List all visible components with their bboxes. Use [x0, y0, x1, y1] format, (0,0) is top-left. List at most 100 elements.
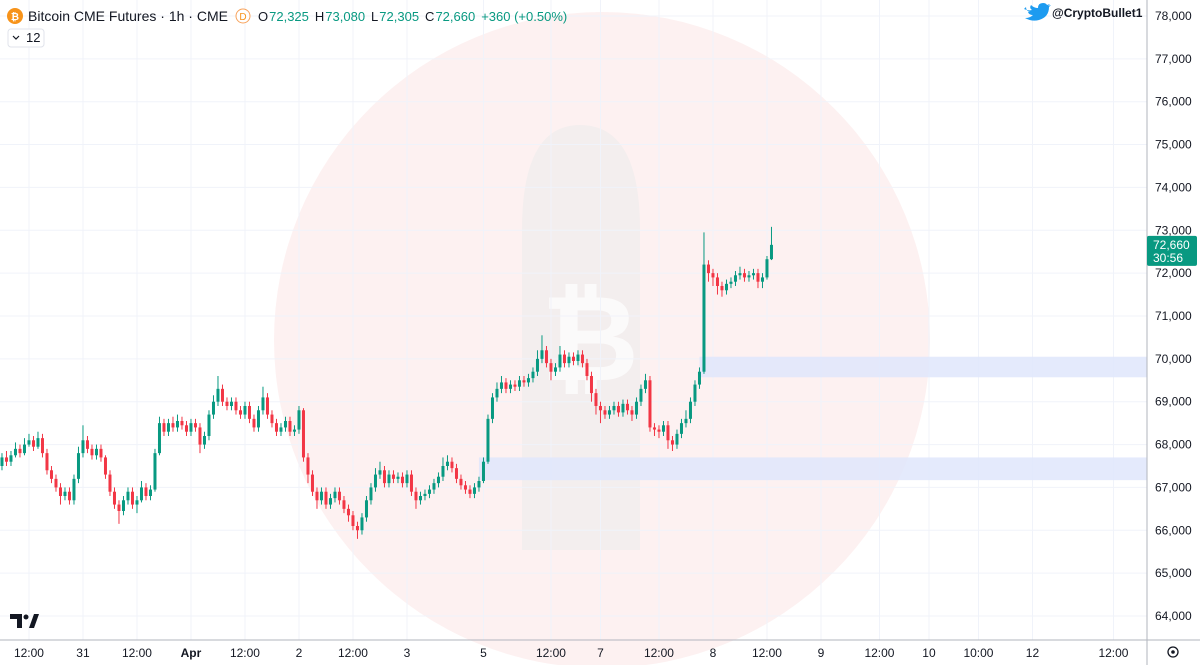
candle-body — [85, 440, 89, 449]
chart-title: Bitcoin CME Futures · 1h · CME — [28, 8, 228, 24]
candle-body — [472, 487, 476, 494]
candle-body — [333, 491, 337, 499]
candle-body — [337, 491, 341, 501]
candle-body — [715, 277, 719, 286]
candle-body — [598, 405, 602, 411]
x-tick-label: 12:00 — [338, 646, 368, 660]
candle-body — [616, 405, 620, 413]
candle-body — [288, 420, 292, 432]
candle-body — [369, 487, 373, 501]
candle-body — [666, 425, 670, 441]
exchange-badge: D — [239, 12, 246, 23]
candle-body — [49, 470, 53, 479]
candle-body — [54, 478, 58, 488]
countdown: 30:56 — [1153, 251, 1183, 265]
candle-body — [270, 414, 274, 424]
candle-body — [459, 478, 463, 486]
candle-body — [558, 354, 562, 368]
bars-selector[interactable]: 12 — [26, 30, 40, 45]
candle-body — [571, 356, 575, 361]
candle-body — [643, 380, 647, 389]
candle-body — [31, 440, 35, 447]
candle-body — [360, 517, 364, 531]
candle-body — [261, 397, 265, 411]
candle-body — [90, 448, 94, 456]
candle-body — [630, 410, 634, 415]
candle-body — [301, 410, 305, 458]
candle-body — [711, 273, 715, 278]
candle-body — [562, 354, 566, 364]
watermark: ₿ — [274, 12, 930, 665]
candle-body — [175, 420, 179, 428]
candle-body — [117, 504, 121, 511]
x-tick-label: 10 — [922, 646, 936, 660]
candle-body — [544, 350, 548, 364]
candle-body — [216, 388, 220, 402]
candle-body — [441, 465, 445, 477]
zone — [699, 356, 1147, 378]
x-tick-label: 12:00 — [536, 646, 566, 660]
candles — [0, 226, 773, 539]
candle-body — [243, 405, 247, 415]
candle-body — [765, 259, 769, 278]
candle-body — [747, 275, 751, 278]
x-tick-label: 12:00 — [752, 646, 782, 660]
x-tick-label: 3 — [404, 646, 411, 660]
candle-body — [76, 453, 80, 479]
candle-body — [756, 273, 760, 282]
candle-body — [477, 480, 481, 488]
candle-body — [697, 371, 701, 385]
candle-body — [238, 410, 242, 415]
y-tick-label: 72,000 — [1155, 266, 1192, 280]
x-tick-label: 12:00 — [864, 646, 894, 660]
candle-body — [18, 448, 22, 454]
candle-body — [373, 474, 377, 488]
candle-body — [535, 358, 539, 372]
x-tick-label: 12:00 — [122, 646, 152, 660]
candle-body — [594, 393, 598, 406]
candle-body — [0, 457, 4, 466]
candle-body — [504, 382, 508, 389]
y-tick-label: 71,000 — [1155, 309, 1192, 323]
candle-body — [153, 453, 157, 490]
candle-body — [247, 405, 251, 419]
settings-icon[interactable] — [1167, 646, 1179, 658]
candle-body — [121, 500, 125, 511]
candle-body — [103, 457, 107, 475]
candle-body — [733, 275, 737, 282]
candle-body — [364, 500, 368, 518]
bars-selector-box[interactable] — [7, 28, 45, 48]
candle-body — [144, 487, 148, 496]
candle-body — [738, 273, 742, 276]
candle-body — [382, 470, 386, 484]
tv-logo — [10, 614, 39, 628]
candle-body — [139, 487, 143, 501]
x-tick-label: 12:00 — [644, 646, 674, 660]
candle-body — [639, 388, 643, 402]
candle-body — [324, 491, 328, 505]
candle-body — [396, 476, 400, 479]
candle-body — [94, 448, 98, 456]
x-tick-label: 12:00 — [1098, 646, 1128, 660]
dropdown-arrow — [12, 35, 20, 40]
candle-body — [567, 356, 571, 364]
candle-body — [612, 405, 616, 411]
y-tick-label: 77,000 — [1155, 52, 1192, 66]
candle-body — [108, 474, 112, 492]
candle-body — [423, 493, 427, 496]
candle-body — [463, 485, 467, 490]
candle-body — [378, 470, 382, 475]
candle-body — [414, 491, 418, 501]
candle-body — [283, 420, 287, 428]
candle-body — [513, 384, 517, 387]
x-tick-label: 7 — [597, 646, 604, 660]
candle-body — [427, 489, 431, 494]
header: ₿ Bitcoin CME Futures · 1h · CME D O 72,3… — [7, 3, 1143, 48]
candle-body — [292, 429, 296, 432]
ohlc-value: 73,080 — [325, 9, 365, 24]
candle-body — [454, 468, 458, 479]
candle-body — [234, 401, 238, 411]
y-tick-label: 64,000 — [1155, 609, 1192, 623]
x-tick-label: 31 — [76, 646, 90, 660]
